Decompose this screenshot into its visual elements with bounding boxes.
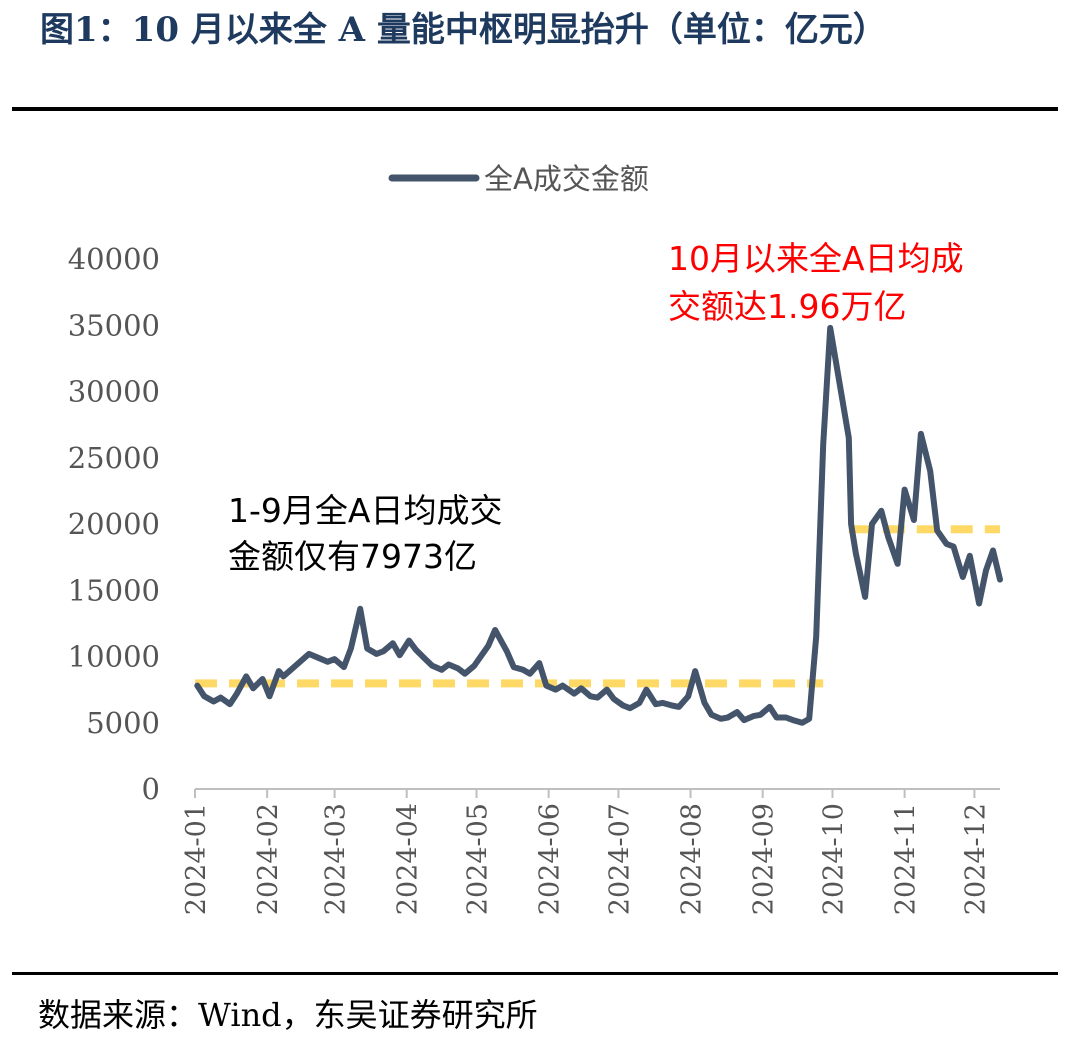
- bottom-rule: [12, 972, 1058, 975]
- x-tick-label: 2024-04: [393, 803, 424, 915]
- y-tick-label: 0: [142, 772, 160, 806]
- annotations: 10月以来全A日均成 交额达1.96万亿 1-9月全A日均成交 金额仅有7973…: [228, 239, 964, 576]
- annotation-red-line-2: 交额达1.96万亿: [668, 287, 906, 326]
- x-tick-label: 2024-12: [960, 803, 991, 915]
- x-tick-label: 2024-10: [818, 803, 849, 915]
- source-note: 数据来源：Wind，东吴证券研究所: [38, 996, 538, 1034]
- chart: 全A成交金额 0 5000 10000 15000 20000 25000 30000 350…: [68, 162, 1003, 915]
- y-axis-ticks: 0 5000 10000 15000 20000 25000 30000 35000 40000: [68, 242, 160, 806]
- series-layer: [194, 324, 1003, 726]
- y-tick-label: 25000: [68, 441, 160, 475]
- annotation-black-line-2: 金额仅有7973亿: [228, 537, 477, 576]
- y-tick-label: 5000: [86, 706, 160, 740]
- legend: 全A成交金额: [388, 162, 649, 196]
- figure-title: 图1：10 月以来全 A 量能中枢明显抬升（单位：亿元）: [40, 10, 887, 50]
- y-tick-label: 40000: [68, 242, 160, 276]
- legend-label: 全A成交金额: [484, 162, 649, 196]
- y-tick-label: 30000: [68, 375, 160, 409]
- annotation-red-line-1: 10月以来全A日均成: [668, 239, 964, 278]
- annotation-black-line-1: 1-9月全A日均成交: [228, 491, 502, 530]
- x-tick-label: 2024-07: [604, 803, 635, 915]
- y-tick-label: 10000: [68, 640, 160, 674]
- x-tick-label: 2024-03: [321, 803, 352, 915]
- top-rule: [12, 107, 1058, 111]
- x-tick-label: 2024-05: [463, 803, 494, 915]
- x-tick-label: 2024-02: [253, 803, 284, 915]
- y-tick-label: 15000: [68, 573, 160, 607]
- series-line: [194, 324, 1003, 726]
- y-tick-label: 35000: [68, 308, 160, 342]
- x-axis: 2024-01 2024-02 2024-03 2024-04 2024-05 2024-…: [181, 788, 1000, 915]
- x-tick-label: 2024-11: [891, 803, 922, 915]
- x-tick-label: 2024-06: [535, 803, 566, 915]
- x-tick-label: 2024-08: [677, 803, 708, 915]
- x-tick-label: 2024-01: [181, 803, 212, 915]
- x-tick-label: 2024-09: [749, 803, 780, 915]
- average-lines: [195, 525, 1000, 688]
- y-tick-label: 20000: [68, 507, 160, 541]
